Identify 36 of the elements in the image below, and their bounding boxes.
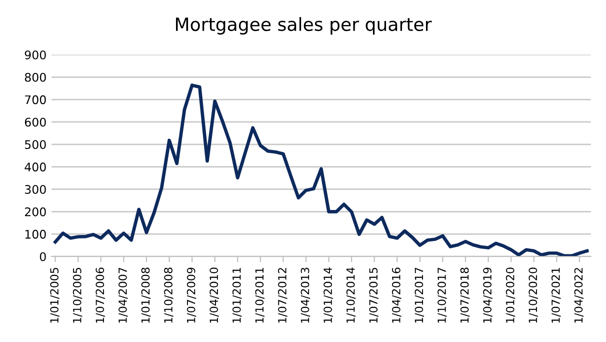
- y-tick-label: 300: [25, 184, 46, 194]
- x-tick-label: 1/07/2021: [551, 268, 561, 323]
- x-tick-label: 1/10/2008: [164, 268, 174, 323]
- x-tick-label: 1/01/2017: [414, 268, 424, 323]
- y-tick-label: 100: [25, 230, 46, 239]
- x-tick-label: 1/04/2016: [392, 268, 402, 323]
- x-tick-label: 1/07/2009: [186, 268, 196, 323]
- x-tick-label: 1/01/2020: [506, 268, 516, 323]
- x-tick-label: 1/07/2015: [369, 268, 378, 323]
- x-tick-label: 1/10/2020: [528, 268, 538, 323]
- y-tick-label: 0: [40, 252, 46, 262]
- line-series: [54, 84, 589, 256]
- x-tick-label: 1/01/2008: [141, 268, 151, 323]
- x-tick-label: 1/10/2011: [255, 268, 265, 323]
- x-tick-label: 1/04/2010: [210, 268, 219, 323]
- x-tick-label: 1/10/2017: [438, 268, 447, 323]
- x-tick-label: 1/07/2018: [460, 268, 470, 323]
- x-tick-label: 1/10/2005: [72, 268, 82, 323]
- x-tick-label: 1/07/2006: [96, 268, 105, 323]
- y-tick-label: 800: [24, 72, 46, 82]
- x-tick-label: 1/04/2007: [118, 268, 128, 323]
- x-tick-label: 1/01/2014: [324, 268, 333, 323]
- y-tick-label: 700: [25, 95, 46, 104]
- x-tick-label: 1/04/2022: [574, 268, 584, 323]
- chart-title: Mortgagee sales per quarter: [176, 17, 432, 35]
- y-tick-label: 400: [24, 162, 46, 172]
- x-tick-label: 1/01/2011: [232, 268, 242, 323]
- x-tick-label: 1/04/2013: [300, 268, 310, 323]
- y-tick-label: 600: [24, 118, 46, 127]
- x-tick-label: 1/04/2019: [483, 268, 492, 323]
- x-tick-label: 1/01/2005: [50, 268, 60, 323]
- y-tick-label: 500: [25, 140, 46, 150]
- x-tick-label: 1/10/2014: [346, 268, 356, 323]
- y-tick-label: 900: [24, 50, 46, 60]
- x-tick-label: 1/07/2012: [278, 268, 288, 323]
- y-tick-label: 200: [24, 207, 46, 216]
